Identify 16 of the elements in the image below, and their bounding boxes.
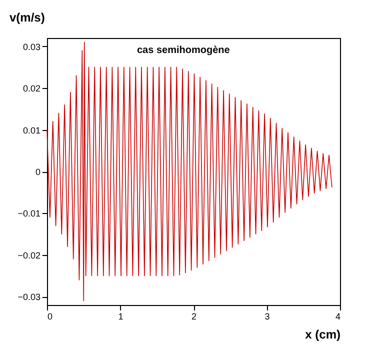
- y-tick-label: −0.01: [18, 208, 40, 219]
- y-tick-label: 0.02: [22, 84, 40, 94]
- y-tick-label: 0.03: [22, 42, 40, 52]
- y-axis-title: v(m/s): [10, 10, 45, 24]
- x-axis-title: x (cm): [305, 328, 341, 342]
- y-tick-label: −0.02: [18, 250, 40, 260]
- annotation: cas semihomogène: [137, 45, 230, 56]
- x-tick-label: 4: [335, 312, 340, 322]
- y-tick-label: 0: [35, 167, 40, 177]
- y-tick-label: 0.01: [22, 125, 40, 136]
- line-series: [46, 42, 332, 302]
- x-tick-label: 2: [191, 312, 197, 322]
- x-tick-label: 1: [118, 312, 124, 322]
- x-tick-label: 0: [48, 312, 53, 322]
- x-tick-label: 3: [264, 312, 270, 322]
- y-tick-label: −0.03: [18, 292, 40, 302]
